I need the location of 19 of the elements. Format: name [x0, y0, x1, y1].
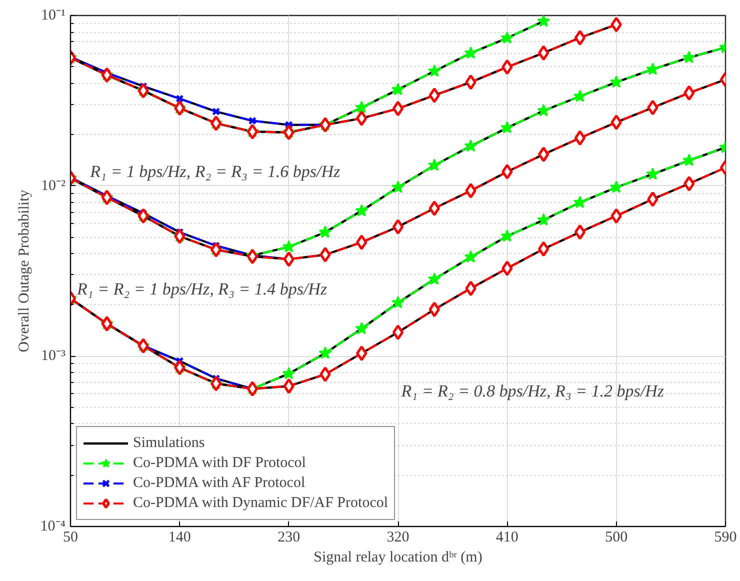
x-tick-label: 410	[496, 530, 518, 546]
y-tick-label: 10⁻¹	[41, 8, 66, 24]
legend-label: Co-PDMA with Dynamic DF/AF Protocol	[133, 494, 388, 512]
annotation: R₁ = R₂ = 0.8 bps/Hz, R₃ = 1.2 bps/Hz	[400, 382, 664, 401]
annotation: R₁ = 1 bps/Hz, R₂ = R₃ = 1.6 bps/Hz	[89, 162, 341, 181]
x-tick-label: 590	[714, 530, 737, 546]
y-tick-label: 10⁻³	[41, 348, 66, 364]
y-axis-title: Overall Outage Probability	[16, 189, 32, 352]
x-tick-label: 500	[605, 530, 628, 546]
x-tick-label: 320	[386, 530, 410, 546]
x-tick-label: 230	[278, 530, 300, 546]
x-tick-label: 140	[168, 530, 191, 546]
legend-label: Co-PDMA with AF Protocol	[133, 474, 306, 492]
x-tick-label: 50	[63, 530, 78, 546]
y-tick-label: 10⁻²	[41, 178, 66, 194]
legend-label: Simulations	[133, 434, 205, 452]
legend-label: Co-PDMA with DF Protocol	[133, 454, 306, 472]
annotation: R₁ = R₂ = 1 bps/Hz, R₃ = 1.4 bps/Hz	[76, 279, 328, 298]
x-axis-title: Signal relay location dᵇʳ (m)	[314, 550, 482, 566]
